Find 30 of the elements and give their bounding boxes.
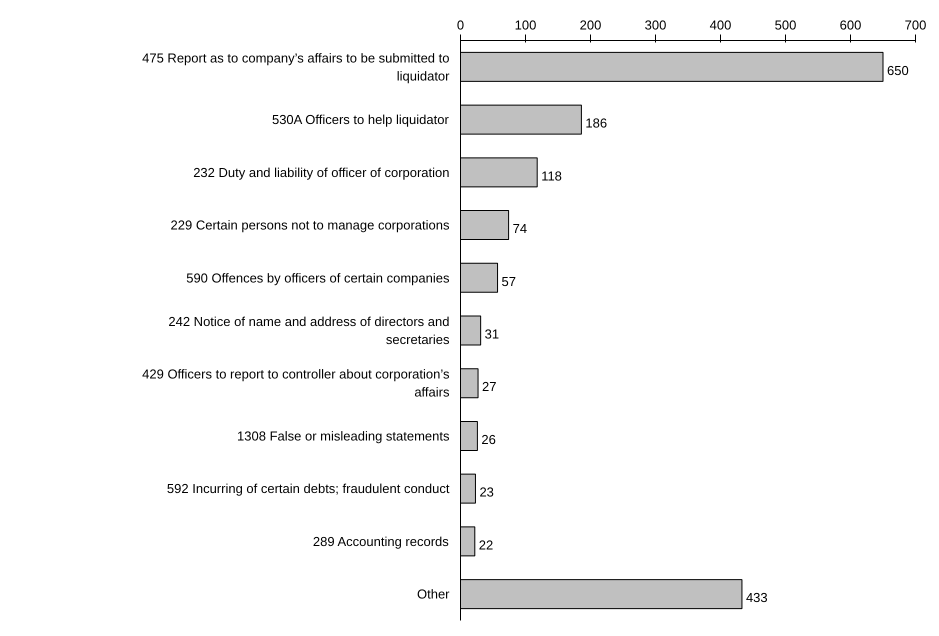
x-tick-label: 600 [840,18,862,32]
x-tick-label: 100 [514,18,536,32]
y-tick-label: 590 Offences by officers of certain companies [186,270,450,286]
y-tick-label: 475 Report as to company’s affairs to be submitted to liquidator [142,50,450,84]
y-tick-label: 229 Certain persons not to manage corporations [170,218,450,233]
data-label: 74 [512,221,528,236]
y-tick-label: Other [416,586,450,602]
x-tick-label: 500 [774,18,796,32]
x-tick-label: 200 [580,18,602,32]
data-label: 22 [478,537,494,552]
data-label: 23 [479,484,494,500]
data-label: 186 [585,116,608,131]
data-label: 31 [484,326,500,342]
data-label: 650 [887,62,909,78]
y-tick-label: 1308 False or misleading statements [237,428,450,444]
x-tick-label: 400 [710,18,732,32]
data-label: 26 [481,432,496,447]
y-tick-label: 530A Officers to help liquidator [272,112,450,128]
y-tick-label: 429 Officers to report to controller about corporation’s affairs [142,366,450,400]
y-tick-label: 592 Incurring of certain debts; fraudulent conduct [166,481,450,496]
data-label: 433 [746,590,768,606]
y-tick-label: 242 Notice of name and address of directors and secretaries [168,314,450,347]
y-tick-label: 289 Accounting records [312,534,450,549]
x-tick-label: 300 [644,18,666,32]
data-label: 27 [482,379,497,394]
x-tick-label: 0 [456,18,464,32]
x-tick-label: 700 [904,18,926,32]
y-tick-label: 232 Duty and liability of officer of corporation [193,164,450,180]
data-label: 118 [541,168,562,184]
data-label: 57 [502,274,516,289]
